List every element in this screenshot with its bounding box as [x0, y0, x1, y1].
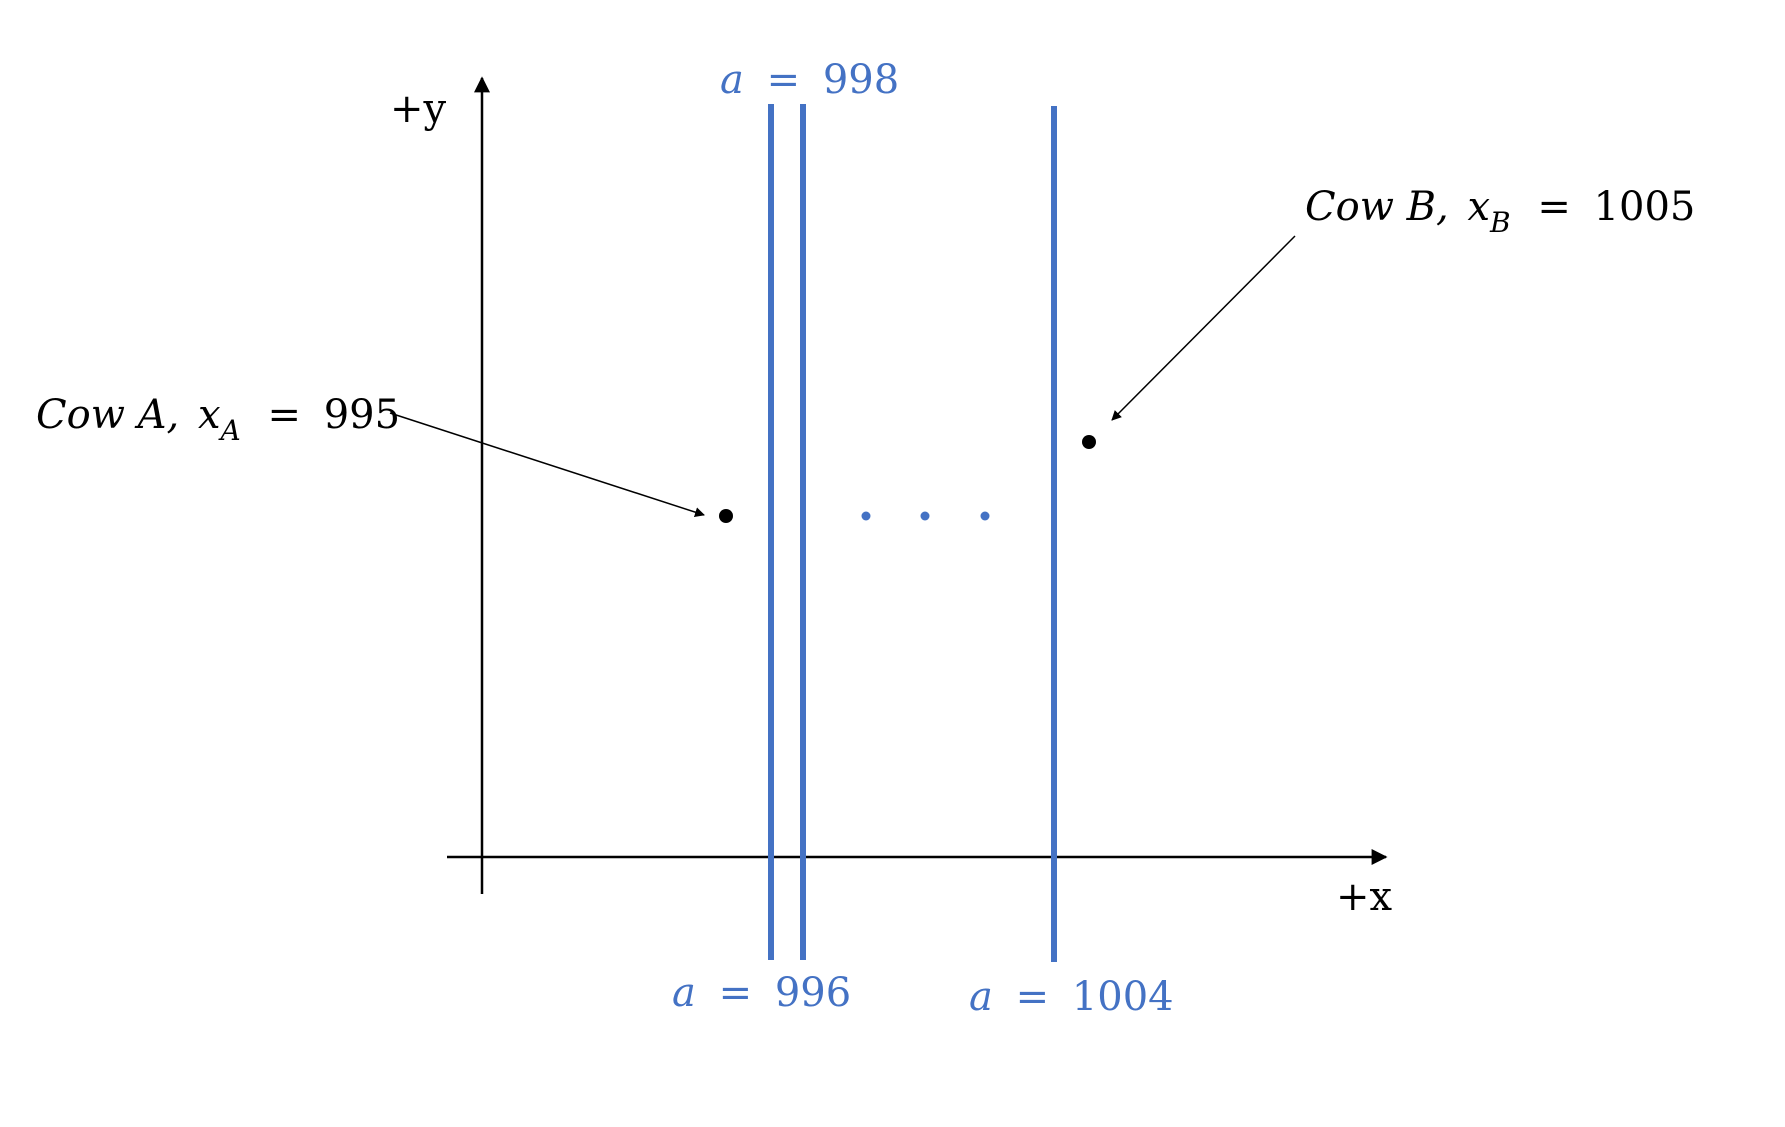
label-a-1004: a = 1004: [969, 974, 1174, 1020]
cow-a-label: Cow A, xA = 995: [36, 392, 400, 450]
cow-b-pointer-arrow: [1111, 235, 1296, 421]
cow-a-pointer-arrow: [389, 412, 705, 517]
cow-a-point: [719, 509, 733, 523]
cow-b-point: [1082, 435, 1096, 449]
ellipsis-dot: [920, 511, 930, 521]
ellipsis-dot: [861, 511, 871, 521]
label-a-998: a = 998: [720, 57, 899, 103]
x-axis-label: +x: [1336, 874, 1393, 920]
ellipsis-dots: [861, 511, 990, 521]
label-a-996: a = 996: [672, 970, 851, 1016]
ellipsis-dot: [980, 511, 990, 521]
cow-b-label: Cow B, xB = 1005: [1305, 184, 1695, 242]
y-axis-label: +y: [390, 86, 447, 132]
